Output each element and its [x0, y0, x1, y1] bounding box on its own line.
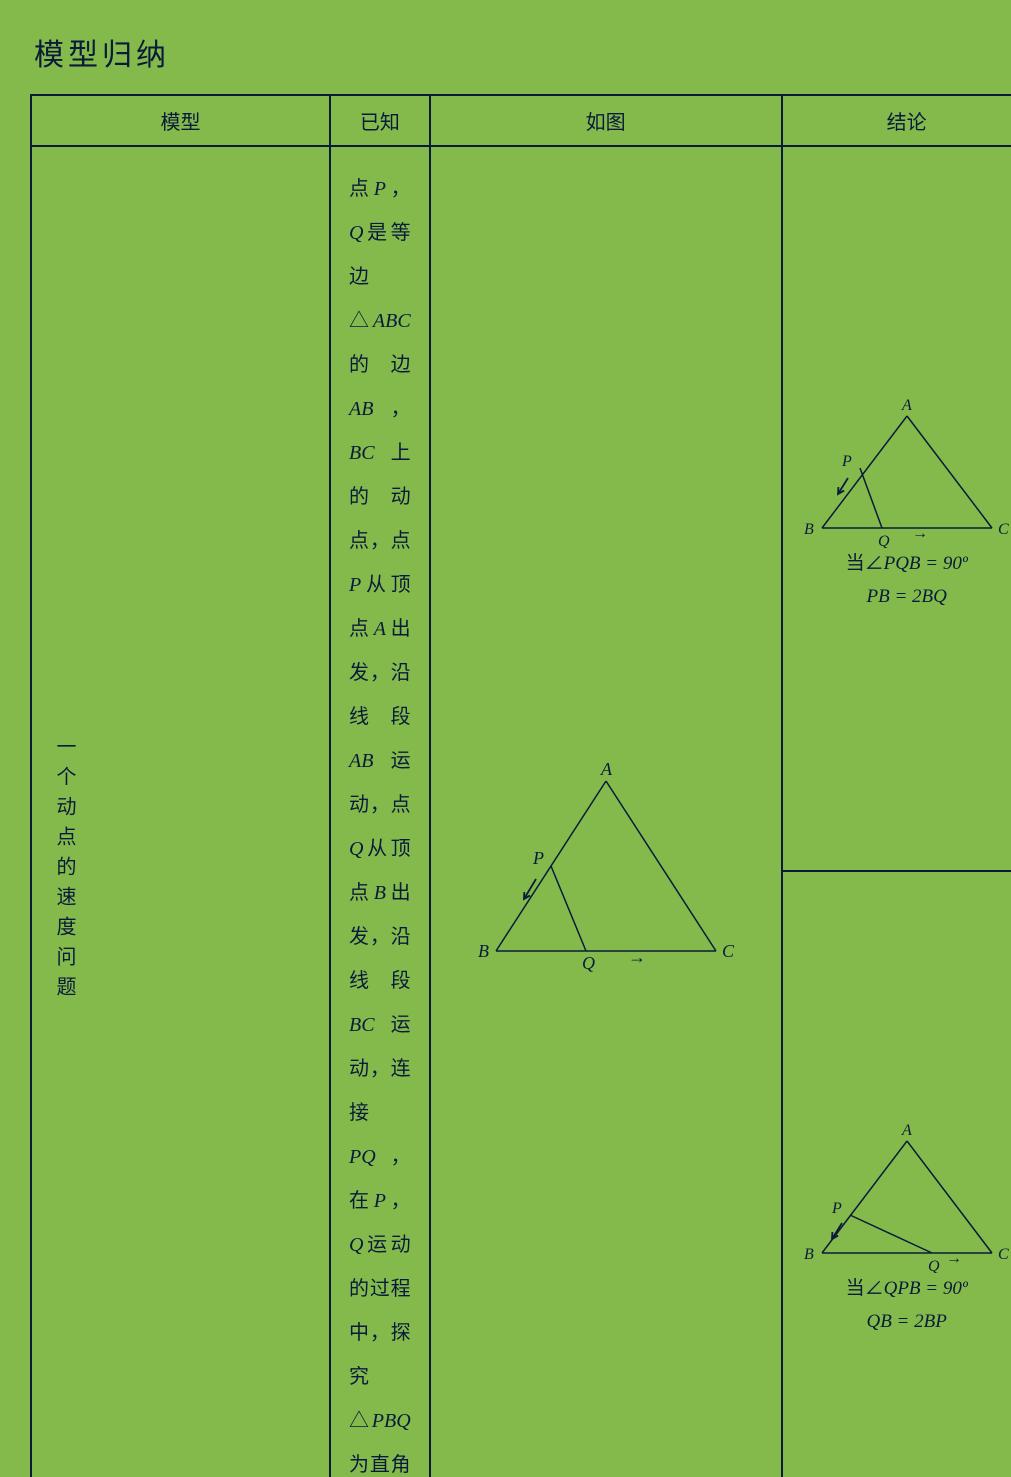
svg-text:B: B: [804, 521, 814, 538]
svg-text:Q: Q: [582, 953, 595, 973]
row1-known: 点P，Q是等边△ABC的边AB，BC上的动点，点P从顶点A出发，沿线段AB运动，…: [330, 146, 430, 1477]
svg-text:B: B: [478, 941, 489, 961]
row1-concl-b-line2: QB = 2BP: [787, 1306, 1011, 1338]
svg-text:C: C: [722, 941, 735, 961]
svg-text:C: C: [998, 1246, 1009, 1263]
row1-concl-b-line1: 当∠QPB = 90º: [787, 1273, 1011, 1305]
row1-conclusion-b: A B C P Q → 当∠QPB = 90º QB = 2BP: [782, 871, 1011, 1477]
row1-concl-a-line2: PB = 2BQ: [787, 581, 1011, 613]
row1-main-figure: A B C P Q →: [430, 146, 782, 1477]
row1-model-label: 一个动点的速度问题: [40, 716, 89, 1026]
svg-text:→: →: [628, 947, 646, 967]
header-row: 模型 已知 如图 结论: [31, 95, 1011, 146]
svg-text:→: →: [946, 1250, 962, 1267]
svg-text:A: A: [600, 759, 613, 779]
summary-table: 模型 已知 如图 结论 一个动点的速度问题 点P，Q是等边△ABC的边AB，BC…: [30, 94, 1011, 1477]
svg-text:Q: Q: [928, 1258, 940, 1273]
svg-text:P: P: [831, 1200, 842, 1217]
svg-text:P: P: [841, 453, 852, 470]
row1-conclusion-a: A B C P Q → 当∠PQB = 90º PB = 2BQ: [782, 146, 1011, 871]
svg-text:P: P: [532, 848, 544, 868]
svg-text:A: A: [901, 398, 912, 414]
svg-text:→: →: [912, 525, 928, 542]
col-header-figure: 如图: [430, 95, 782, 146]
col-header-model: 模型: [31, 95, 330, 146]
svg-text:B: B: [804, 1246, 814, 1263]
col-header-conclusion: 结论: [782, 95, 1011, 146]
svg-text:Q: Q: [878, 533, 890, 548]
page-title: 模型归纳: [34, 30, 981, 74]
col-header-known: 已知: [330, 95, 430, 146]
svg-text:C: C: [998, 521, 1009, 538]
svg-text:A: A: [901, 1123, 912, 1139]
row-moving-point: 一个动点的速度问题 点P，Q是等边△ABC的边AB，BC上的动点，点P从顶点A出…: [31, 146, 1011, 871]
row1-concl-a-line1: 当∠PQB = 90º: [787, 548, 1011, 580]
